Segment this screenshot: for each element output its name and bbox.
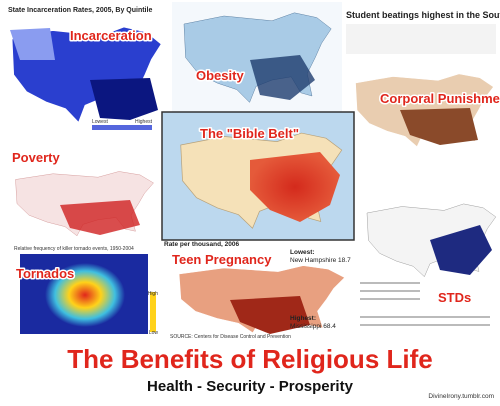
text-line <box>360 298 420 300</box>
panel-title: Student beatings highest in the South <box>346 10 500 20</box>
text-line <box>360 324 490 326</box>
bible-belt-panel: The "Bible Belt" <box>161 111 355 241</box>
text-line <box>360 316 490 318</box>
footer-subtitle: Health - Security - Prosperity <box>147 378 354 395</box>
heatmap-blob <box>45 263 125 327</box>
legend-low: Lowest <box>92 119 108 125</box>
panel-label: Corporal Punishment <box>380 91 500 106</box>
corporal-panel: Student beatings highest in the South Co… <box>342 4 500 154</box>
text-line <box>360 282 420 284</box>
highest-value: Mississippi 68.4 <box>290 323 336 330</box>
obesity-panel: Obesity <box>172 2 342 112</box>
text-line <box>360 290 420 292</box>
panel-label: The "Bible Belt" <box>200 126 299 141</box>
panel-label: STDs <box>438 290 471 305</box>
panel-label: Incarceration <box>70 28 152 43</box>
map-region <box>10 28 55 60</box>
highest-label: Highest: <box>290 315 316 322</box>
poverty-panel: Poverty <box>0 142 160 242</box>
credit: DivineIrony.tumblr.com <box>428 393 494 400</box>
panel-title: Relative frequency of killer tornado eve… <box>14 246 134 252</box>
stds-panel: STDs <box>356 196 500 336</box>
panel-label: Obesity <box>196 68 244 83</box>
panel-label: Teen Pregnancy <box>172 252 272 267</box>
tornados-panel: Relative frequency of killer tornado eve… <box>0 244 160 336</box>
teen-pregnancy-panel: Rate per thousand, 2006 Lowest: New Hamp… <box>160 240 355 340</box>
panel-label: Poverty <box>12 150 60 165</box>
map-region <box>60 200 140 235</box>
text-lines <box>360 282 490 326</box>
legend-high: Highest <box>135 119 153 125</box>
map-region <box>230 296 310 334</box>
map-region <box>400 108 478 145</box>
lowest-label: Lowest: <box>290 249 315 256</box>
source: SOURCE: Centers for Disease Control and … <box>170 334 291 340</box>
legend-bar <box>92 125 152 130</box>
text-block <box>346 24 496 54</box>
incarceration-panel: State Incarceration Rates, 2005, By Quin… <box>0 0 172 135</box>
panel-title: Rate per thousand, 2006 <box>164 241 240 248</box>
footer-title: The Benefits of Religious Life <box>67 344 432 374</box>
panel-label: Tornados <box>16 266 74 281</box>
map-region <box>90 78 158 120</box>
legend-low: Low <box>149 330 159 336</box>
map-region <box>250 152 340 222</box>
map-region <box>430 225 492 275</box>
map-region <box>250 55 315 100</box>
lowest-value: New Hampshire 18.7 <box>290 257 351 264</box>
legend-high: High <box>148 291 159 297</box>
legend-bar <box>150 292 156 332</box>
panel-title: State Incarceration Rates, 2005, By Quin… <box>8 7 152 14</box>
